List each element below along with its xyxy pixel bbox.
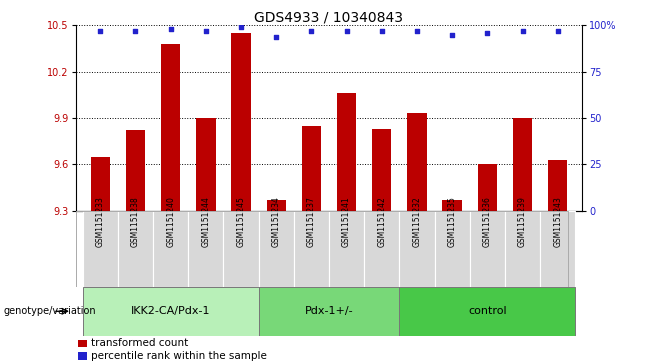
Bar	[188, 211, 224, 287]
Point	[553, 28, 563, 34]
Bar	[399, 211, 434, 287]
Bar	[294, 211, 329, 287]
Bar	[83, 287, 259, 336]
Bar	[126, 130, 145, 211]
Text: IKK2-CA/Pdx-1: IKK2-CA/Pdx-1	[131, 306, 211, 316]
Bar	[91, 156, 110, 211]
Point	[271, 34, 282, 40]
Point	[236, 24, 246, 30]
Text: GSM1151240: GSM1151240	[166, 196, 175, 247]
Bar	[364, 211, 399, 287]
Point	[517, 28, 528, 34]
Title: GDS4933 / 10340843: GDS4933 / 10340843	[255, 10, 403, 24]
Point	[95, 28, 105, 34]
Bar	[329, 211, 364, 287]
Bar	[302, 126, 321, 211]
Text: GSM1151244: GSM1151244	[201, 196, 211, 247]
Bar	[78, 340, 87, 347]
Bar	[83, 211, 118, 287]
Text: GSM1151243: GSM1151243	[553, 196, 562, 247]
Text: GSM1151242: GSM1151242	[377, 196, 386, 247]
Text: percentile rank within the sample: percentile rank within the sample	[91, 351, 267, 361]
Bar	[442, 200, 462, 211]
Bar	[266, 200, 286, 211]
Text: GSM1151235: GSM1151235	[447, 196, 457, 247]
Bar	[372, 129, 392, 211]
Bar	[513, 118, 532, 211]
Bar	[470, 211, 505, 287]
Bar	[337, 93, 356, 211]
Point	[376, 28, 387, 34]
Text: GSM1151232: GSM1151232	[413, 196, 422, 247]
Text: GSM1151241: GSM1151241	[342, 196, 351, 247]
Bar	[434, 211, 470, 287]
Point	[165, 26, 176, 32]
Point	[201, 28, 211, 34]
Point	[130, 28, 141, 34]
Bar	[540, 211, 575, 287]
Text: GSM1151233: GSM1151233	[96, 196, 105, 247]
Point	[306, 28, 316, 34]
Bar	[78, 352, 87, 360]
Text: transformed count: transformed count	[91, 338, 188, 348]
Text: GSM1151239: GSM1151239	[518, 196, 527, 247]
Point	[412, 28, 422, 34]
Bar	[505, 211, 540, 287]
Text: GSM1151245: GSM1151245	[236, 196, 245, 247]
Bar	[118, 211, 153, 287]
Text: GSM1151238: GSM1151238	[131, 196, 140, 247]
Point	[482, 30, 493, 36]
Text: Pdx-1+/-: Pdx-1+/-	[305, 306, 353, 316]
Bar	[399, 287, 575, 336]
Bar	[259, 211, 294, 287]
Bar	[478, 164, 497, 211]
Bar	[224, 211, 259, 287]
Bar	[407, 113, 426, 211]
Text: GSM1151236: GSM1151236	[483, 196, 492, 247]
Point	[342, 28, 352, 34]
Bar	[548, 160, 567, 211]
Bar	[196, 118, 216, 211]
Bar	[232, 33, 251, 211]
Text: GSM1151234: GSM1151234	[272, 196, 281, 247]
Bar	[153, 211, 188, 287]
Text: control: control	[468, 306, 507, 316]
Bar	[161, 44, 180, 211]
Point	[447, 32, 457, 38]
Text: genotype/variation: genotype/variation	[3, 306, 96, 316]
Bar	[259, 287, 399, 336]
Text: GSM1151237: GSM1151237	[307, 196, 316, 247]
